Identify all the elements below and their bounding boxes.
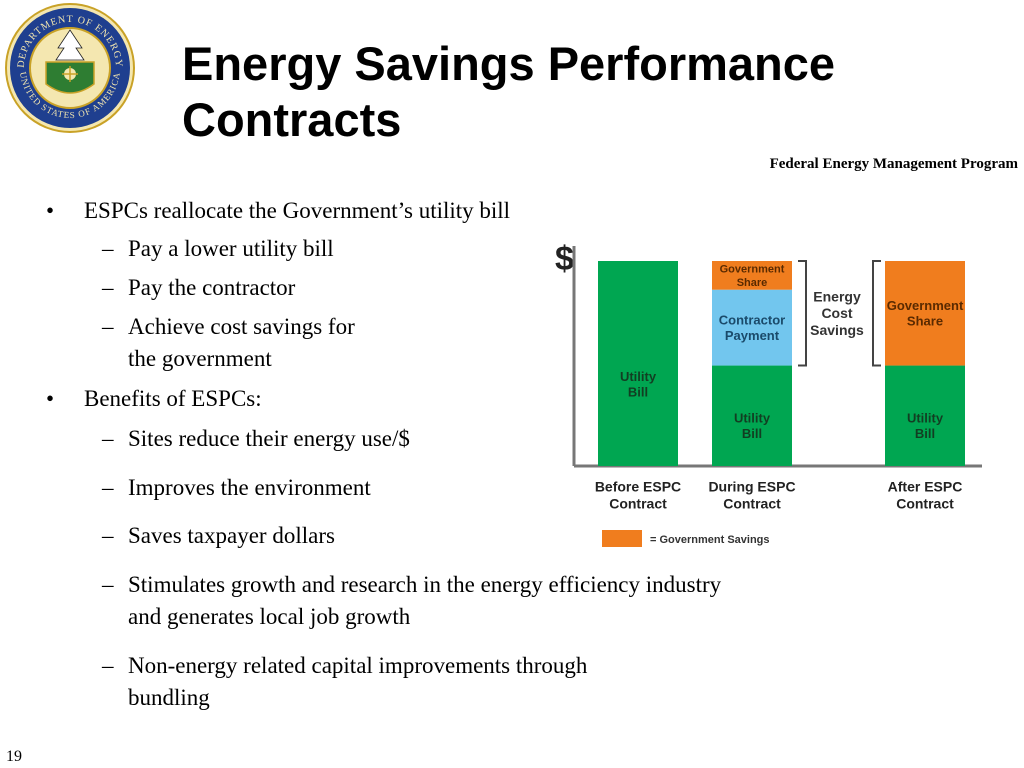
bar-segment-label: Utility Bill: [734, 411, 771, 442]
sub-bullet-item: – Non-energy related capital improvement…: [102, 650, 588, 714]
sub-bullet-text: Stimulates growth and research in the en…: [128, 572, 722, 597]
page-number: 19: [6, 748, 22, 765]
savings-bracket-left: [872, 260, 881, 367]
dash-marker: –: [102, 236, 114, 261]
dash-marker: –: [102, 275, 114, 300]
bullet-text: ESPCs reallocate the Government’s utilit…: [84, 198, 511, 223]
y-axis-label: $: [555, 240, 574, 278]
sub-bullet-text: Saves taxpayer dollars: [128, 523, 335, 548]
bar-segment-label: Contractor Payment: [719, 312, 785, 343]
sub-bullet-item: – Improves the environment: [102, 472, 371, 504]
bar-segment: [712, 261, 792, 290]
x-tick-label: After ESPC Contract: [888, 479, 963, 512]
sub-bullet-item: – Achieve cost savings for the governmen…: [102, 311, 355, 375]
bullet-item: • ESPCs reallocate the Government’s util…: [46, 195, 511, 227]
bullet-text: Benefits of ESPCs:: [84, 386, 262, 411]
bullet-marker: •: [46, 198, 55, 223]
sub-bullet-text: Sites reduce their energy use/$: [128, 426, 410, 451]
sub-bullet-text: Non-energy related capital improvements …: [128, 653, 588, 678]
sub-bullet-item: – Pay the contractor: [102, 272, 296, 304]
sub-bullet-item: – Stimulates growth and research in the …: [102, 569, 722, 633]
sub-bullet-item: – Saves taxpayer dollars: [102, 520, 335, 552]
bar-segment: [885, 261, 965, 366]
bar-segment-label: Utility Bill: [907, 411, 944, 442]
sub-bullet-text: Improves the environment: [128, 475, 371, 500]
sub-bullet-text-cont: bundling: [128, 685, 210, 710]
sub-bullet-text-cont: and generates local job growth: [128, 604, 411, 629]
bar-segment: [712, 289, 792, 366]
x-tick-label: Before ESPC Contract: [595, 479, 681, 512]
sub-bullet-item: – Pay a lower utility bill: [102, 233, 334, 265]
dash-marker: –: [102, 426, 114, 451]
sub-bullet-text: Pay a lower utility bill: [128, 236, 334, 261]
bar-segment-label: Government Share: [887, 298, 964, 329]
page-title: Energy Savings Performance Contracts: [182, 36, 835, 148]
doe-seal-logo: DEPARTMENT OF ENERGY UNITED STATES OF AM…: [5, 3, 135, 133]
bar-segment: [598, 261, 678, 466]
dash-marker: –: [102, 572, 114, 597]
bar-segment: [712, 365, 792, 466]
sub-bullet-text: Pay the contractor: [128, 275, 296, 300]
bracket-label: Energy Cost Savings: [810, 288, 864, 338]
bullet-item: • Benefits of ESPCs:: [46, 383, 262, 415]
sub-bullet-text-cont: the government: [128, 346, 272, 371]
bullet-marker: •: [46, 386, 55, 411]
savings-bracket-right: [798, 260, 807, 367]
dash-marker: –: [102, 314, 114, 339]
title-line-1: Energy Savings Performance: [182, 37, 836, 90]
title-line-2: Contracts: [182, 93, 402, 146]
bar-segment-label: Government Share: [720, 264, 785, 289]
program-subtitle: Federal Energy Management Program: [769, 156, 1018, 172]
bar-segment: [885, 365, 965, 466]
x-tick-label: During ESPC Contract: [708, 479, 795, 512]
dash-marker: –: [102, 523, 114, 548]
dash-marker: –: [102, 475, 114, 500]
legend-swatch: [602, 530, 642, 547]
espc-stacked-bar-chart: $ Utility Bill Before ESPC Contract Utility Bi…: [555, 240, 982, 547]
dash-marker: –: [102, 653, 114, 678]
sub-bullet-text: Achieve cost savings for: [128, 314, 355, 339]
bar-segment-label: Utility Bill: [620, 369, 657, 400]
legend-label: = Government Savings: [650, 534, 770, 546]
sub-bullet-item: – Sites reduce their energy use/$: [102, 423, 410, 455]
